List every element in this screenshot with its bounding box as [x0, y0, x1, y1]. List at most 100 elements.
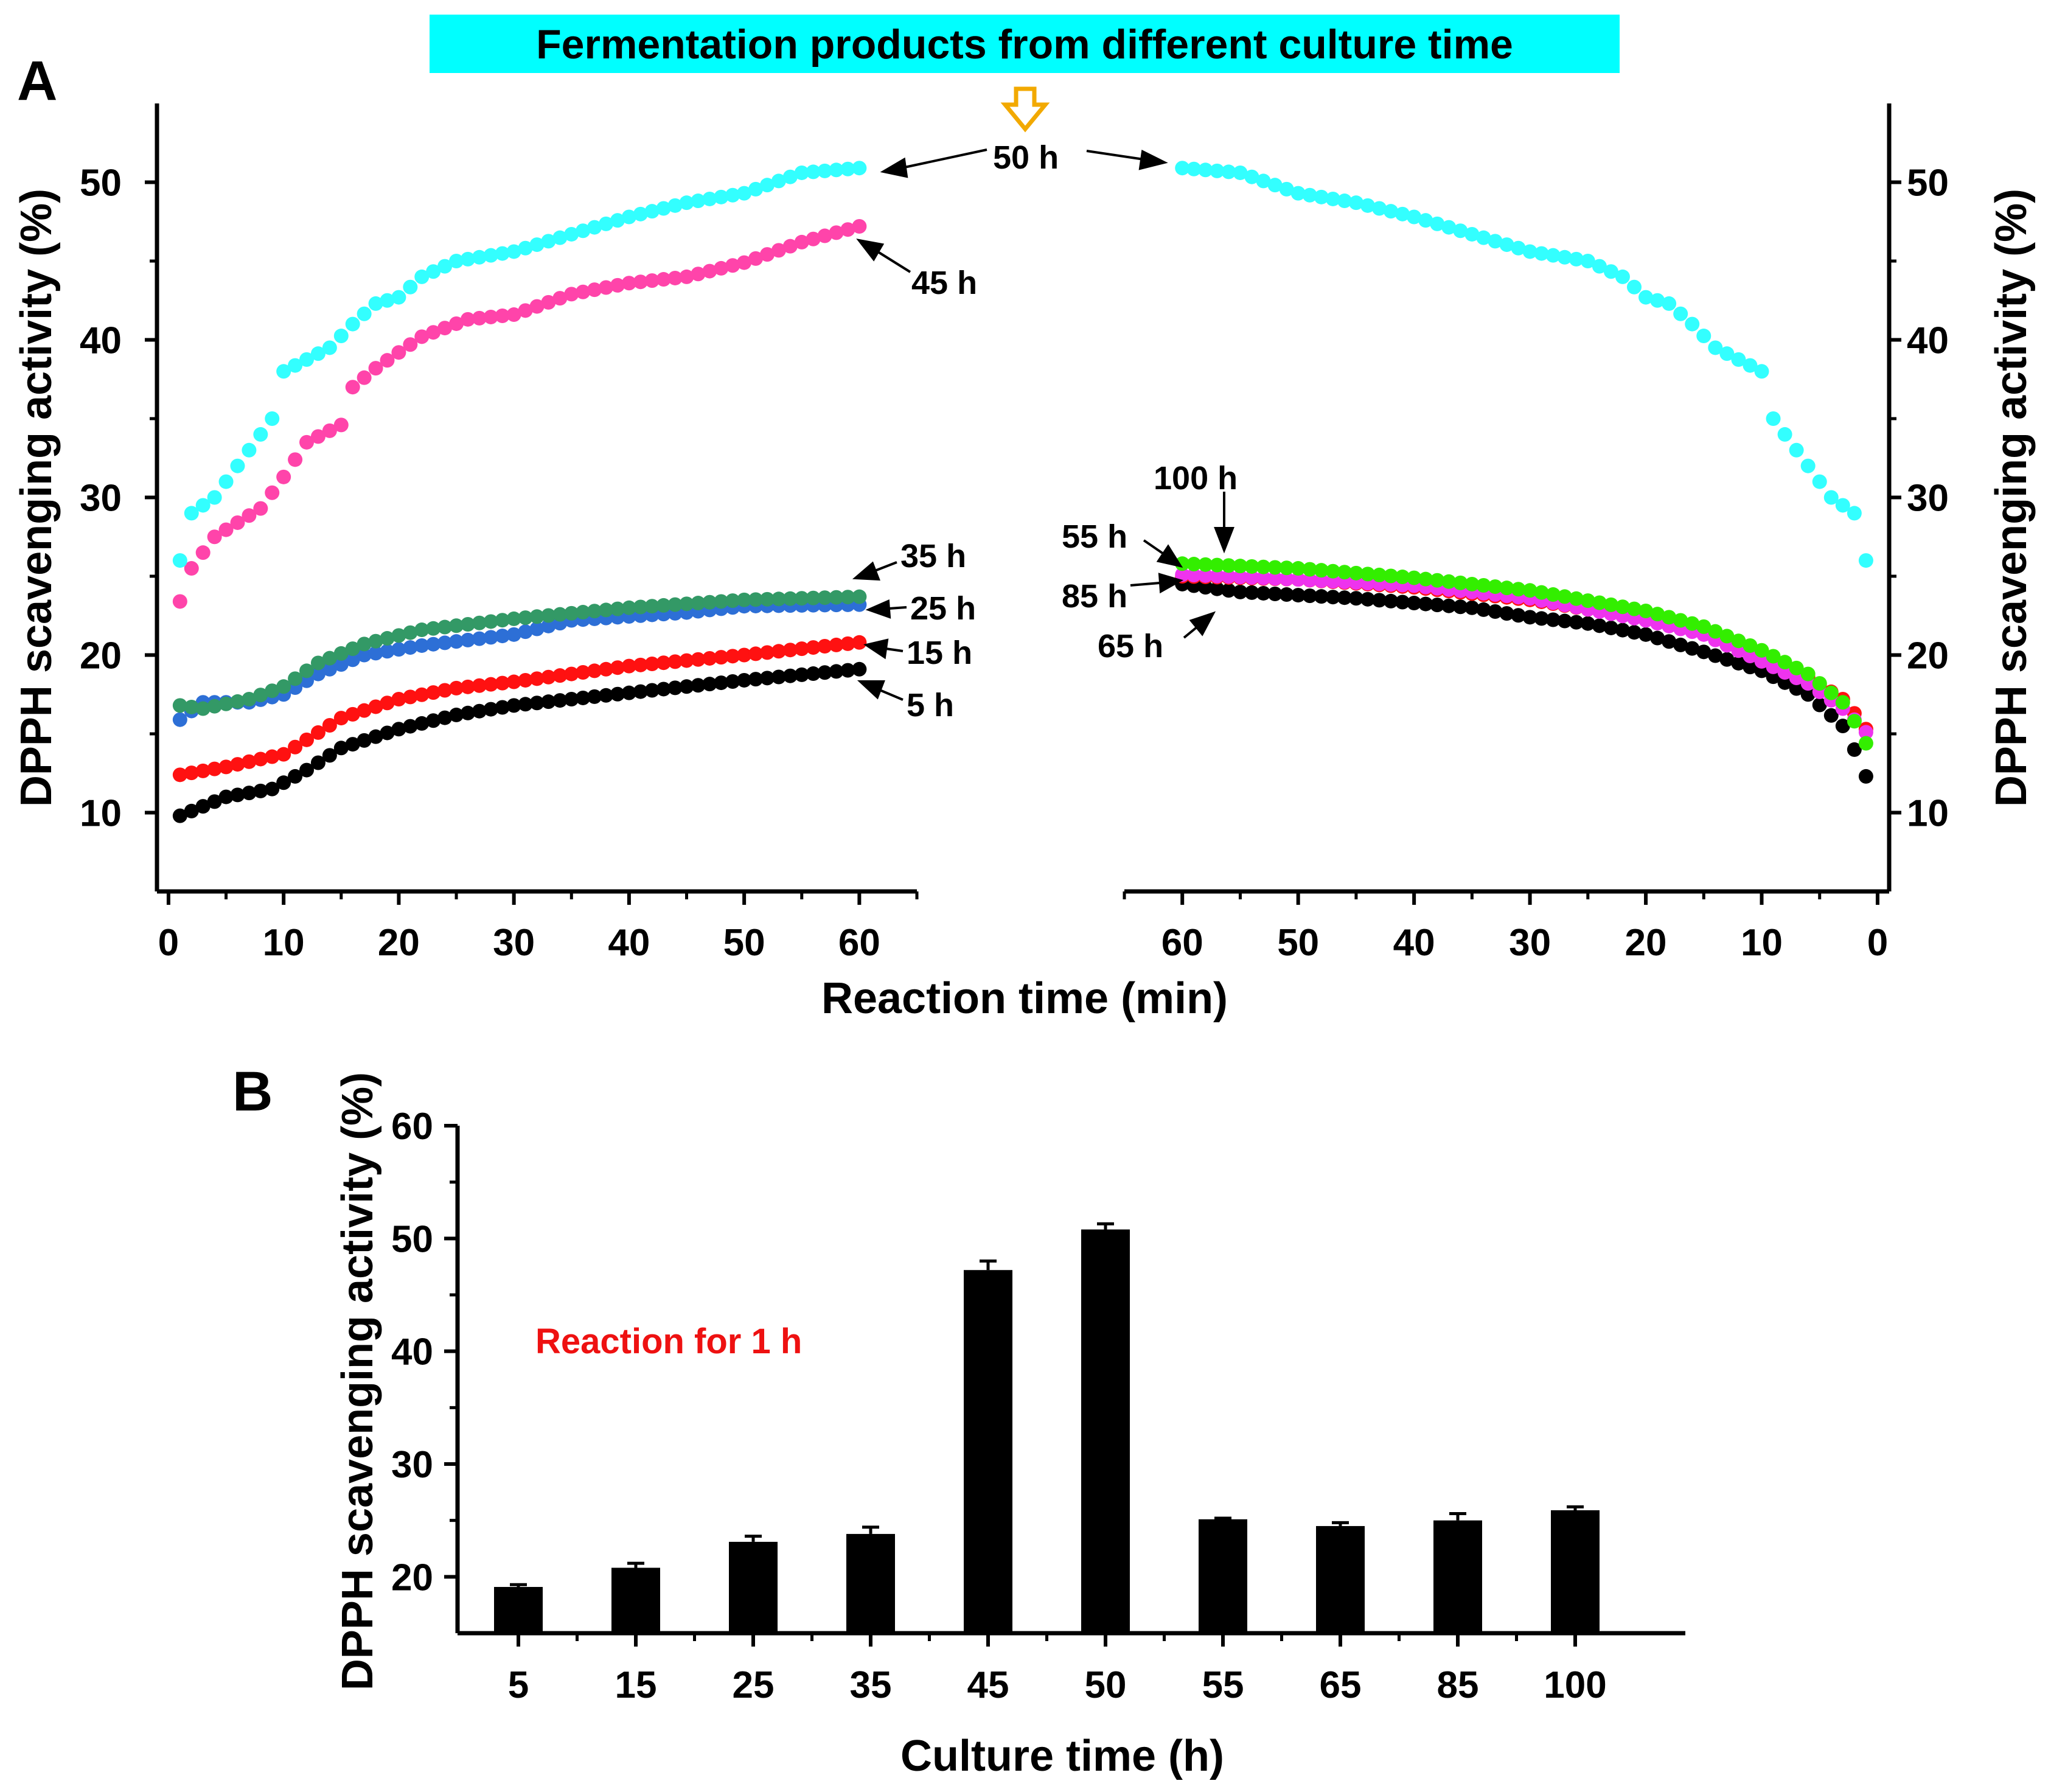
data-point — [483, 630, 498, 645]
data-point — [207, 794, 222, 809]
data-point — [679, 269, 694, 284]
data-point — [552, 668, 568, 683]
data-point — [806, 590, 821, 605]
data-point — [391, 290, 406, 305]
arrowhead-15h — [863, 638, 889, 660]
right-ytick-label: 50 — [1907, 162, 1949, 204]
data-point — [345, 706, 360, 722]
data-point — [576, 664, 591, 680]
data-point — [184, 765, 199, 781]
data-point — [1233, 584, 1248, 599]
data-point — [1430, 573, 1445, 588]
data-point — [1302, 187, 1317, 203]
data-point — [1314, 573, 1329, 588]
data-point — [1453, 599, 1468, 615]
data-point — [1302, 573, 1317, 588]
series-left-45h — [172, 219, 867, 609]
data-point — [1569, 251, 1584, 267]
data-point — [725, 649, 740, 664]
data-point — [702, 263, 717, 279]
data-point — [541, 295, 556, 310]
data-point — [172, 767, 187, 783]
data-point — [679, 596, 694, 612]
data-point — [403, 719, 418, 734]
data-point — [403, 279, 418, 295]
panel-label-a: A — [17, 50, 57, 112]
data-point — [1534, 611, 1549, 626]
data-point — [357, 370, 372, 385]
data-point — [506, 674, 521, 689]
data-point — [218, 696, 234, 711]
data-point — [1348, 565, 1363, 580]
data-point — [702, 650, 717, 666]
bar — [1199, 1519, 1247, 1633]
data-point — [1823, 490, 1839, 505]
data-point — [599, 602, 614, 618]
reaction-note: Reaction for 1 h — [535, 1322, 802, 1361]
data-point — [380, 644, 395, 659]
data-point — [276, 747, 291, 762]
data-point — [759, 247, 775, 262]
data-point — [426, 621, 441, 636]
data-point — [460, 312, 475, 327]
data-point — [1418, 596, 1433, 612]
data-point — [1418, 571, 1433, 587]
data-point — [483, 248, 498, 263]
label-85h: 85 h — [1062, 578, 1127, 615]
right-ytick-label: 10 — [1907, 793, 1949, 835]
data-point — [437, 321, 453, 336]
data-point — [230, 515, 245, 530]
data-point — [1522, 244, 1537, 259]
data-point — [806, 640, 821, 655]
data-point — [1708, 648, 1723, 663]
data-point — [1407, 596, 1422, 611]
data-point — [644, 657, 660, 672]
data-point — [794, 591, 809, 606]
data-point — [1511, 608, 1526, 623]
data-point — [322, 718, 337, 733]
data-point — [621, 658, 636, 674]
arrowhead-50h-right — [1138, 149, 1168, 170]
data-point — [1325, 574, 1340, 589]
bar-xtick-label: 65 — [1320, 1664, 1362, 1706]
data-point — [576, 690, 591, 705]
data-point — [495, 700, 510, 715]
data-point — [1175, 161, 1190, 176]
data-point — [357, 703, 372, 718]
data-point — [299, 663, 315, 678]
bar-xtick-label: 45 — [967, 1664, 1009, 1706]
data-point — [1615, 622, 1630, 638]
data-point — [1858, 769, 1873, 784]
series-right-50h — [1175, 161, 1873, 568]
right-xtick-label: 20 — [1625, 922, 1667, 964]
data-point — [1638, 627, 1654, 642]
data-point — [403, 337, 418, 352]
data-point — [644, 204, 660, 219]
data-point — [1823, 708, 1839, 723]
bar-xtick-label: 55 — [1202, 1664, 1244, 1706]
data-point — [1210, 557, 1225, 573]
data-point — [1835, 498, 1850, 513]
data-point — [667, 270, 683, 285]
right-xtick-label: 50 — [1277, 922, 1319, 964]
data-point — [748, 181, 764, 197]
data-point — [1511, 582, 1526, 597]
data-point — [172, 594, 187, 609]
data-point — [714, 594, 729, 609]
data-point — [426, 264, 441, 279]
data-point — [357, 306, 372, 321]
data-point — [633, 206, 648, 221]
data-point — [195, 498, 211, 513]
data-point — [1279, 587, 1294, 602]
data-point — [691, 652, 706, 667]
data-point — [1719, 629, 1735, 644]
data-point — [840, 222, 855, 237]
data-point — [564, 666, 579, 682]
data-point — [483, 309, 498, 324]
data-point — [518, 697, 533, 712]
data-point — [414, 269, 430, 284]
data-point — [840, 590, 855, 605]
data-point — [172, 712, 187, 727]
data-point — [1592, 595, 1607, 610]
arrowhead-50h-left — [880, 157, 908, 178]
